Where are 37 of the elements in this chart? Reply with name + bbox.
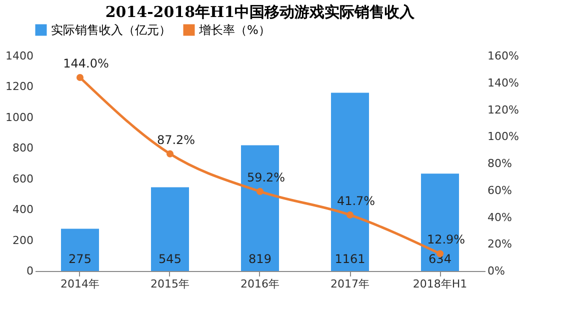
- y2-tick-label: 40%: [488, 210, 512, 224]
- y-tick-label: 1200: [6, 80, 34, 94]
- y-tick-label: 600: [12, 172, 34, 186]
- point: [166, 150, 174, 158]
- data-label: 144.0%: [63, 56, 109, 70]
- y2-tick-label: 0%: [488, 264, 505, 278]
- x-tick-label: 2015年: [150, 278, 190, 290]
- y2-tick-label: 120%: [488, 103, 519, 116]
- bar: [151, 187, 189, 271]
- data-label: 819: [248, 252, 272, 266]
- data-label: 87.2%: [156, 132, 196, 147]
- data-label: 1161: [334, 252, 366, 266]
- y2-tick-label: 100%: [488, 130, 519, 144]
- y2-tick-label: 80%: [488, 157, 512, 170]
- data-label: 275: [68, 252, 92, 266]
- data-label: 545: [158, 252, 182, 266]
- y-tick-label: 0: [26, 264, 34, 278]
- y2-tick-label: 20%: [488, 238, 512, 251]
- y2-tick-label: 140%: [488, 76, 519, 90]
- y-tick-label: 1400: [6, 50, 34, 62]
- x-tick-label: 2017年: [330, 278, 370, 290]
- y-tick-label: 400: [12, 203, 34, 216]
- point: [76, 74, 84, 82]
- y-tick-label: 1000: [6, 110, 34, 124]
- legend-label: 实际销售收入（亿元）: [51, 23, 171, 37]
- y2-tick-label: 60%: [488, 184, 512, 197]
- x-tick-label: 2016年: [240, 278, 280, 290]
- point: [346, 211, 354, 218]
- y2-tick-label: 160%: [488, 50, 519, 62]
- y-tick-label: 200: [12, 234, 34, 247]
- legend-label: 增长率（%）: [198, 23, 270, 37]
- chart-title: 2014-2018年H1中国移动游戏实际销售收入: [105, 3, 416, 21]
- point: [256, 188, 264, 195]
- bar: [61, 228, 99, 271]
- y-tick-label: 800: [12, 142, 34, 155]
- x-tick-label: 2014年: [60, 278, 100, 290]
- x-tick-label: 2018年H1: [412, 278, 468, 290]
